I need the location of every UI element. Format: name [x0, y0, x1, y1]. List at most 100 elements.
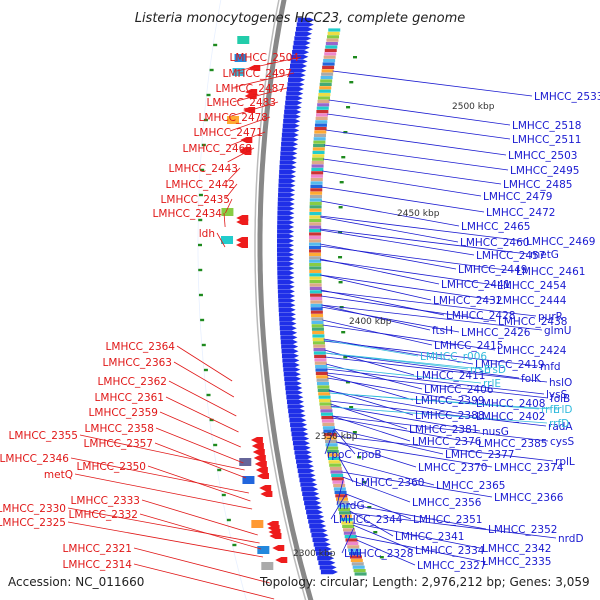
tick-dot — [198, 243, 202, 247]
gene-category-box — [309, 201, 322, 205]
rna-gene-label: rrsE — [470, 364, 491, 376]
gene-category-box — [310, 191, 323, 195]
right-gene-label: folB — [550, 393, 570, 405]
gene-category-box — [313, 144, 326, 148]
gene-category-box — [312, 334, 325, 338]
gene-category-box — [320, 409, 333, 413]
right-gene-label: LMHCC_2328 — [344, 548, 413, 560]
right-leader-line — [322, 319, 433, 346]
gene-category-box — [342, 528, 355, 532]
map-title: Listeria monocytogenes HCC23, complete g… — [135, 11, 466, 26]
left-gene-label: LMHCC_2483 — [207, 97, 276, 109]
gene-category-box — [327, 31, 340, 35]
gene-category-box — [348, 548, 361, 552]
forward-gene-arrow — [287, 404, 305, 409]
left-gene-label: LMHCC_2364 — [106, 341, 176, 353]
left-gene-label: LMHCC_2363 — [103, 357, 172, 369]
tick-dot — [209, 418, 214, 422]
gene-category-box — [312, 331, 325, 335]
right-gene-label: LMHCC_2344 — [333, 514, 403, 526]
right-leader-line — [320, 259, 496, 286]
forward-gene-arrow — [282, 362, 300, 368]
gene-category-box — [309, 259, 322, 263]
forward-gene-arrow — [286, 91, 304, 96]
gene-category-box — [313, 133, 326, 137]
gene-category-box — [309, 205, 322, 209]
forward-gene-arrow — [285, 96, 303, 101]
gene-category-box — [322, 62, 335, 66]
gene-category-box — [312, 341, 325, 345]
gene-category-box — [331, 473, 344, 477]
forward-gene-arrow — [280, 330, 298, 335]
forward-gene-arrow — [277, 252, 295, 257]
forward-gene-arrow — [312, 537, 330, 542]
gene-category-box — [344, 535, 357, 539]
leader-line-layer — [67, 56, 557, 600]
right-gene-label: nusG — [482, 426, 509, 438]
right-leader-line — [330, 405, 481, 432]
gene-category-box — [319, 86, 332, 90]
tick-dot — [198, 193, 203, 197]
forward-gene-arrow — [314, 546, 332, 552]
right-gene-label: LMHCC_2327 — [417, 560, 486, 572]
left-gene-label: LMHCC_2468 — [183, 143, 252, 155]
gene-category-box — [339, 514, 352, 518]
forward-gene-arrow — [320, 569, 338, 575]
right-gene-label: folK — [521, 373, 542, 385]
forward-gene-arrow — [309, 523, 327, 529]
forward-gene-arrow — [300, 482, 318, 487]
right-gene-label: radA — [548, 421, 573, 433]
gene-category-box — [316, 375, 329, 379]
forward-gene-arrow — [278, 178, 296, 184]
right-leader-line — [324, 428, 335, 455]
forward-gene-arrow — [305, 505, 323, 510]
tick-dot — [379, 556, 384, 559]
right-gene-label: LMHCC_2374 — [494, 462, 564, 474]
right-leader-line — [325, 129, 507, 156]
right-gene-label: LMHCC_2461 — [516, 266, 585, 278]
forward-gene-arrow — [284, 376, 302, 381]
forward-gene-arrow — [277, 234, 295, 239]
forward-gene-arrow — [307, 514, 325, 519]
gene-category-box — [311, 167, 324, 171]
forward-gene-arrow — [290, 422, 308, 427]
reverse-gene-arrow — [255, 467, 268, 473]
gene-category-box — [309, 215, 322, 219]
gene-category-box — [323, 429, 336, 433]
right-leader-line — [320, 274, 496, 301]
right-leader-line — [321, 186, 485, 213]
left-leader-line — [133, 547, 270, 584]
forward-gene-arrow — [289, 418, 307, 423]
forward-gene-arrow — [287, 82, 305, 87]
forward-gene-arrow — [289, 68, 307, 73]
left-leader-line — [147, 465, 251, 502]
gene-category-box — [316, 106, 329, 110]
gene-category-box — [317, 103, 330, 107]
forward-gene-arrow — [288, 77, 306, 82]
gene-category-box — [314, 354, 327, 358]
right-gene-label: LMHCC_2342 — [482, 543, 551, 555]
forward-gene-arrow — [295, 31, 313, 36]
gene-category-box — [309, 242, 322, 246]
gene-category-box — [347, 545, 360, 549]
right-gene-label: cysS — [550, 436, 574, 448]
left-gene-label: LMHCC_2314 — [63, 559, 133, 571]
right-leader-line — [323, 158, 502, 185]
right-gene-label: LMHCC_2399 — [415, 395, 484, 407]
gene-category-box — [320, 79, 333, 83]
tick-dot — [198, 268, 203, 272]
outer-feature-box — [221, 208, 234, 216]
gene-category-box — [325, 45, 338, 49]
rna-gene-label: LMHCC_r006 — [420, 351, 487, 363]
forward-gene-arrow — [285, 385, 303, 391]
right-leader-line — [328, 99, 511, 126]
tick-dot — [221, 493, 226, 497]
left-gene-label: LMHCC_2358 — [85, 423, 154, 435]
left-leader-line — [229, 116, 271, 132]
gene-category-box — [318, 89, 331, 93]
reverse-gene-arrow — [252, 449, 265, 455]
forward-gene-arrow — [292, 50, 310, 55]
right-leader-line — [320, 274, 432, 301]
right-gene-label: LMHCC_2381 — [409, 424, 478, 436]
forward-gene-arrow — [277, 270, 295, 276]
